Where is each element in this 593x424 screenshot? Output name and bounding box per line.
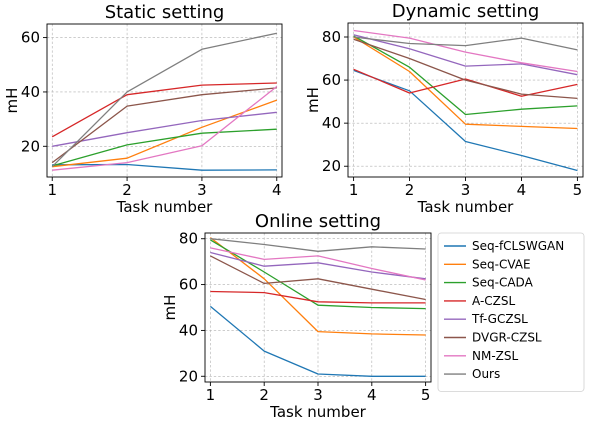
x-tick-label: 3 <box>461 181 471 199</box>
x-tick-label: 4 <box>517 181 527 199</box>
series-line-seq-cada <box>52 128 277 167</box>
series-line-nm-zsl <box>52 85 278 171</box>
series-line-nm-zsl <box>210 247 426 281</box>
x-tick-label: 1 <box>349 181 359 199</box>
legend-label-seq-cada: Seq-CADA <box>472 276 534 290</box>
chart-title: Dynamic setting <box>392 1 540 22</box>
y-tick-label: 20 <box>21 137 40 155</box>
x-tick-label: 4 <box>272 181 282 199</box>
series-line-a-czsl <box>210 290 426 304</box>
y-tick-label: 60 <box>322 71 341 89</box>
series-line-dvgr-czsl <box>51 87 277 164</box>
x-tick-label: 2 <box>405 181 415 199</box>
y-tick-label: 40 <box>179 321 198 339</box>
chart-title: Online setting <box>255 211 381 232</box>
legend-label-a-czsl: A-CZSL <box>472 294 515 308</box>
dynamic-setting-chart: 1 2 3 4 5 20 40 60 80 Dynamic setting Task number m… <box>304 1 584 216</box>
legend-label-seq-fclswgan: Seq-fCLSWGAN <box>472 239 564 253</box>
plot-frame <box>46 23 283 178</box>
x-tick-label: 1 <box>206 386 216 404</box>
series-line-nm-zsl <box>353 29 578 73</box>
legend-label-dvgr-czsl: DVGR-CZSL <box>472 331 542 345</box>
y-tick-label: 40 <box>322 114 341 132</box>
x-tick-label: 5 <box>421 386 431 404</box>
y-tick-label: 20 <box>179 367 198 385</box>
chart-title: Static setting <box>105 2 225 23</box>
legend-label-nm-zsl: NM-ZSL <box>472 349 518 363</box>
series-line-dvgr-czsl <box>210 255 426 301</box>
x-tick-label: 3 <box>313 386 323 404</box>
x-tick-label: 4 <box>367 386 377 404</box>
x-axis-label: Task number <box>116 198 214 216</box>
series-line-seq-cvae <box>52 99 278 168</box>
legend-label-tf-gczsl: Tf-GCZSL <box>471 312 528 326</box>
x-axis-label: Task number <box>417 198 515 216</box>
x-axis-label: Task number <box>269 403 367 421</box>
series-line-seq-cvae <box>210 237 426 336</box>
y-tick-label: 60 <box>179 276 198 294</box>
legend-label-ours: Ours <box>472 367 500 381</box>
series-line-tf-gczsl <box>210 251 426 280</box>
series-line-seq-cada <box>353 35 578 116</box>
series-line-dvgr-czsl <box>353 38 578 100</box>
x-tick-label: 5 <box>573 181 583 199</box>
x-tick-label: 2 <box>122 181 132 199</box>
x-tick-label: 1 <box>47 181 57 199</box>
series-line-ours <box>210 238 426 252</box>
series-line-ours <box>51 32 277 168</box>
online-setting-chart: 1 2 3 4 5 20 40 60 80 Online setting Task number mH <box>161 211 432 421</box>
series-line-a-czsl <box>353 68 578 97</box>
series-line-seq-fclswgan <box>353 69 578 172</box>
x-tick-label: 2 <box>259 386 269 404</box>
series-line-seq-fclswgan <box>209 305 426 377</box>
series-line-a-czsl <box>51 82 277 138</box>
y-tick-label: 20 <box>322 157 341 175</box>
y-axis-label: mH <box>3 88 21 114</box>
series-line-seq-cvae <box>353 36 578 130</box>
y-tick-label: 60 <box>21 29 40 47</box>
legend: Seq-fCLSWGAN Seq-CVAE Seq-CADA A-CZSL Tf-GCZ… <box>437 232 585 392</box>
y-tick-label: 80 <box>322 28 341 46</box>
x-tick-label: 3 <box>197 181 207 199</box>
y-tick-label: 80 <box>179 230 198 248</box>
legend-box <box>437 232 585 392</box>
static-setting-chart: 1 2 3 4 20 40 60 Static setting Task number mH <box>3 2 283 216</box>
y-axis-label: mH <box>304 87 322 113</box>
series-line-seq-fclswgan <box>52 163 277 171</box>
series-line-tf-gczsl <box>353 34 578 76</box>
series-line-ours <box>353 36 578 51</box>
legend-label-seq-cvae: Seq-CVAE <box>472 257 531 271</box>
y-axis-label: mH <box>161 295 179 321</box>
y-tick-label: 40 <box>21 83 40 101</box>
